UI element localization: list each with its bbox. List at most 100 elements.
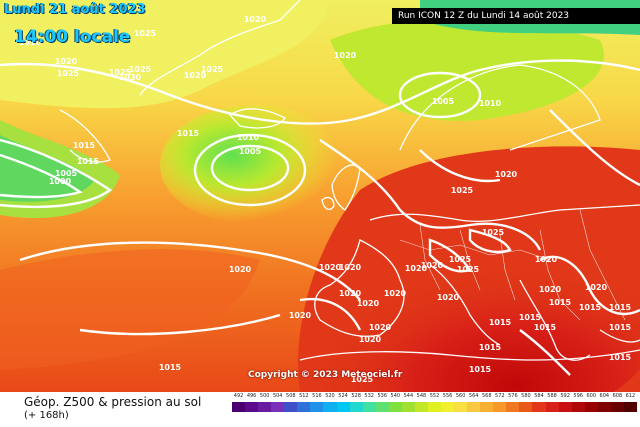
pressure-label: 1020 xyxy=(334,51,357,60)
pressure-label: 1015 xyxy=(519,313,542,322)
pressure-label: 1025 xyxy=(134,29,157,38)
pressure-label: 1005 xyxy=(432,97,455,106)
pressure-label: 1020 xyxy=(405,264,428,273)
pressure-label: 1015 xyxy=(609,323,632,332)
scale-value: 604 xyxy=(599,393,610,399)
pressure-label: 1020 xyxy=(421,261,444,270)
pressure-label: 1015 xyxy=(479,343,502,352)
model-run-label: Run ICON 12 Z du Lundi 14 août 2023 xyxy=(392,8,640,24)
scale-value: 528 xyxy=(351,393,361,399)
pressure-label: 1020 xyxy=(339,289,362,298)
scale-value: 564 xyxy=(468,393,479,399)
pressure-label: 1020 xyxy=(437,293,460,302)
pressure-label: 1025 xyxy=(451,186,474,195)
pressure-label: 1020 xyxy=(359,335,382,344)
scale-swatch xyxy=(336,402,350,412)
pressure-label: 1020 xyxy=(55,57,78,66)
isobar-greece xyxy=(519,329,571,376)
uk xyxy=(331,164,361,211)
pressure-label: 1025 xyxy=(129,65,152,74)
pressure-label: 1010 xyxy=(19,38,42,47)
scale-value: 548 xyxy=(416,393,427,399)
north-low-zone xyxy=(330,19,604,121)
atlantic-low-zone xyxy=(160,105,350,225)
isobar-iberia xyxy=(299,297,362,331)
turkey-coast xyxy=(599,329,640,343)
greenland-coast xyxy=(139,0,301,96)
forecast-time: 14:00 locale xyxy=(14,27,131,47)
scale-value: 608 xyxy=(612,393,623,399)
isobar-west-1 xyxy=(0,138,113,209)
scale-swatch xyxy=(310,402,324,412)
pressure-label: 1000 xyxy=(49,177,72,186)
scale-value: 588 xyxy=(547,393,557,399)
pressure-label: 1015 xyxy=(609,353,632,362)
pressure-label: 1015 xyxy=(77,157,100,166)
scale-swatch xyxy=(297,402,311,412)
isobar-1020-south xyxy=(79,313,281,336)
pressure-label: 1025 xyxy=(109,68,132,77)
copyright-text: Copyright © 2023 Meteociel.fr xyxy=(248,370,403,380)
borders xyxy=(399,209,626,321)
scale-value: 492 xyxy=(233,393,244,399)
pressure-label: 1005 xyxy=(239,147,262,156)
scale-value: 532 xyxy=(364,393,374,399)
isobar-1025 xyxy=(319,139,542,251)
scale-swatch xyxy=(493,402,507,412)
pressure-label: 1025 xyxy=(449,255,472,264)
isobar-north-low xyxy=(398,71,482,119)
isobar-alps-2 xyxy=(428,238,472,273)
pressure-label: 1020 xyxy=(184,71,207,80)
pressure-label: 1015 xyxy=(549,298,572,307)
pressure-label: 1025 xyxy=(201,65,224,74)
north-europe-coast xyxy=(369,204,640,223)
isobar-low-1005 xyxy=(193,133,307,207)
border-1 xyxy=(399,239,551,261)
forecast-lead: (+ 168h) xyxy=(24,410,69,421)
isobar-1020-atlantic xyxy=(19,241,361,301)
france-iberia xyxy=(314,239,405,337)
scale-swatch xyxy=(597,402,611,412)
scale-swatch xyxy=(232,402,246,412)
north-africa-coast xyxy=(299,349,640,361)
southwest-orange-zone xyxy=(0,249,260,370)
border-2 xyxy=(419,224,441,291)
border-3 xyxy=(459,229,481,291)
scale-value: 572 xyxy=(495,393,505,399)
pressure-label: 1015 xyxy=(73,141,96,150)
forecast-date: Lundi 21 août 2023 xyxy=(4,2,146,17)
pressure-label: 1015 xyxy=(469,365,492,374)
pressure-label: 1005 xyxy=(55,169,78,178)
pressure-label: 1020 xyxy=(539,285,562,294)
pressure-label: 1020 xyxy=(535,255,558,264)
scale-swatch xyxy=(519,402,533,412)
scale-swatch xyxy=(375,402,389,412)
isobar-1025-north xyxy=(419,149,501,183)
scale-swatch xyxy=(362,402,376,412)
scale-swatch xyxy=(506,402,520,412)
ireland xyxy=(321,196,335,211)
pressure-label: 1025 xyxy=(482,228,505,237)
pressure-label: 1020 xyxy=(369,323,392,332)
scale-swatch xyxy=(610,402,624,412)
coastlines xyxy=(59,0,640,361)
scale-value: 592 xyxy=(560,393,570,399)
border-6 xyxy=(579,209,626,321)
pressure-label: 1020 xyxy=(495,170,518,179)
scale-swatch xyxy=(401,402,415,412)
scale-swatch xyxy=(414,402,428,412)
northwest-yellow-zone xyxy=(0,0,330,109)
scale-swatch xyxy=(258,402,272,412)
scale-swatch xyxy=(388,402,402,412)
scale-value: 576 xyxy=(508,393,518,399)
scale-value: 500 xyxy=(259,393,270,399)
balkans xyxy=(519,279,591,361)
pressure-label: 1015 xyxy=(159,363,182,372)
scale-value: 584 xyxy=(534,393,544,399)
scale-value: 540 xyxy=(390,393,401,399)
isobar-low-1000 xyxy=(210,144,290,192)
scale-value: 544 xyxy=(403,393,414,399)
